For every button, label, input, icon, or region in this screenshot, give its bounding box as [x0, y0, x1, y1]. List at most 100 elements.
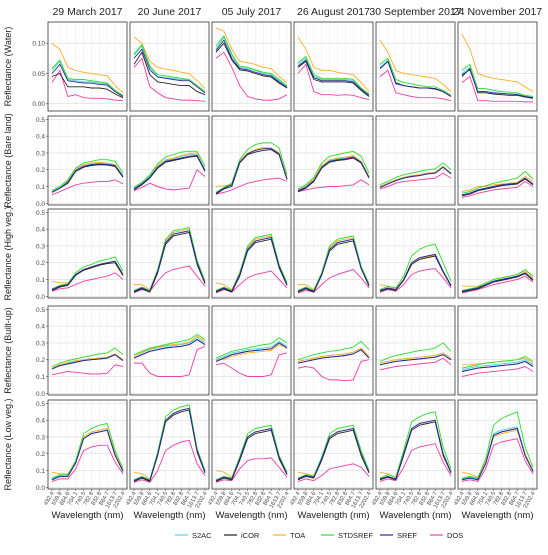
legend-label: DOS	[447, 531, 463, 540]
row-label-ylabel: Reflectance (Bare land)	[3, 113, 13, 208]
series-line-stdsref	[133, 150, 206, 188]
panel-1-4	[375, 115, 456, 206]
series-line-icor	[297, 157, 370, 193]
series-line-icor	[51, 164, 124, 193]
panel-frame	[47, 305, 128, 396]
series-line-icor	[461, 178, 534, 197]
panel-0-1	[129, 21, 210, 112]
series-line-stdsref	[379, 342, 452, 362]
legend-label: TOA	[290, 531, 305, 540]
series-line-sref	[379, 419, 452, 480]
column-header-date: 30 September 2017	[369, 6, 461, 18]
series-line-s2ac	[297, 238, 370, 292]
series-line-dos	[379, 172, 452, 190]
panel-0-0: 0.00 0.05 0.10	[32, 21, 128, 112]
series-line-sref	[133, 230, 206, 292]
series-line-sref	[297, 428, 370, 480]
panel-frame	[375, 21, 456, 112]
series-line-sref	[297, 238, 370, 292]
panel-2-0: 0.0 0.1 0.2 0.3 0.4 0.5	[36, 208, 128, 301]
series-line-stdsref	[297, 56, 370, 95]
series-line-toa	[51, 428, 124, 475]
series-line-sref	[215, 428, 288, 482]
series-line-s2ac	[461, 359, 534, 371]
series-line-sref	[215, 237, 288, 292]
series-line-toa	[297, 428, 370, 477]
y-tick-label: 0.0	[36, 201, 45, 208]
panel-frame	[129, 305, 210, 396]
series-line-icor	[379, 166, 452, 188]
y-tick-label: 0.4	[36, 418, 45, 425]
series-line-stdsref	[379, 162, 452, 186]
series-line-icor	[51, 73, 124, 99]
panel-3-5	[457, 305, 538, 396]
series-line-sref	[215, 39, 288, 88]
series-line-sref	[51, 163, 124, 193]
series-line-sref	[461, 69, 534, 99]
series-line-stdsref	[379, 243, 452, 291]
y-tick-label: 0.5	[36, 307, 45, 314]
panel-frame	[129, 115, 210, 206]
series-line-stdsref	[215, 35, 288, 86]
series-line-stdsref	[133, 334, 206, 356]
y-tick-label: 0.2	[36, 451, 45, 458]
series-line-toa	[461, 33, 534, 93]
series-line-dos	[51, 444, 124, 482]
series-line-dos	[379, 357, 452, 371]
y-tick-label: 0.5	[36, 401, 45, 408]
column-header-date: 24 November 2017	[453, 6, 542, 18]
panel-0-5	[457, 21, 538, 112]
panel-frame	[375, 305, 456, 396]
series-line-sref	[461, 272, 534, 292]
legend-label: STDSREF	[338, 531, 373, 540]
y-tick-label: 0.2	[36, 167, 45, 174]
row-label-ylabel: Reflectance (Built-up)	[3, 307, 13, 394]
series-line-sref	[297, 349, 370, 364]
series-line-sref	[461, 360, 534, 372]
series-line-sref	[379, 354, 452, 366]
series-line-s2ac	[215, 36, 288, 88]
series-line-sref	[379, 166, 452, 188]
series-line-s2ac	[461, 426, 534, 480]
series-line-s2ac	[51, 60, 124, 97]
series-line-stdsref	[297, 340, 370, 361]
series-line-sref	[133, 407, 206, 482]
series-line-sref	[133, 339, 206, 359]
panel-frame	[457, 305, 538, 396]
series-line-toa	[379, 352, 452, 364]
x-axis-label: Wavelength (nm)	[380, 510, 452, 521]
panel-frame	[129, 208, 210, 299]
y-tick-label: 0.00	[32, 101, 45, 108]
panel-4-2: 492.4559.8664.6704.1740.5782.8832.8864.7…	[207, 399, 292, 521]
panel-0-3	[293, 21, 374, 112]
panel-frame	[293, 115, 374, 206]
series-line-stdsref	[461, 269, 534, 291]
panel-frame	[211, 305, 292, 396]
series-line-sref	[379, 60, 452, 97]
y-tick-label: 0.10	[32, 41, 45, 48]
panel-3-1	[129, 305, 210, 396]
series-line-icor	[379, 255, 452, 292]
legend-label: S2AC	[192, 531, 212, 540]
series-line-dos	[215, 51, 288, 101]
panel-frame	[47, 115, 128, 206]
panel-frame	[211, 115, 292, 206]
series-line-sref	[133, 48, 206, 94]
y-tick-label: 0.3	[36, 150, 45, 157]
series-line-sref	[215, 342, 288, 362]
series-line-icor	[215, 42, 288, 89]
series-line-stdsref	[379, 411, 452, 479]
series-line-dos	[51, 272, 124, 292]
series-line-stdsref	[461, 411, 534, 479]
y-tick-label: 0.2	[36, 357, 45, 364]
x-axis-label: Wavelength (nm)	[216, 510, 288, 521]
series-line-stdsref	[215, 337, 288, 359]
series-line-stdsref	[133, 404, 206, 481]
series-line-toa	[298, 237, 370, 291]
panel-frame	[375, 399, 456, 490]
series-line-dos	[133, 57, 206, 102]
series-line-stdsref	[297, 424, 370, 479]
y-tick-label: 0.4	[36, 324, 45, 331]
series-line-dos	[51, 69, 124, 102]
